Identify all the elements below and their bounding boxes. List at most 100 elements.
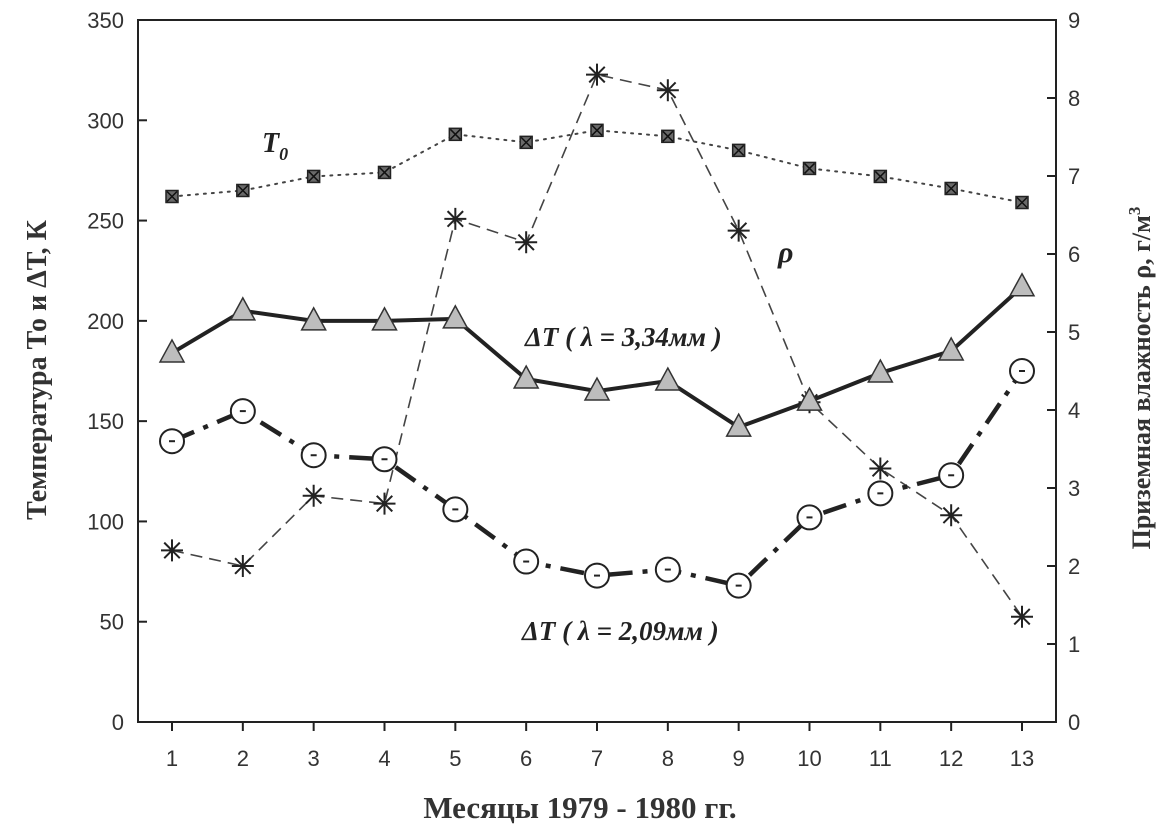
x-axis-ticks: 1 2 3 4 5 6 7 8 9 10 11 12 13: [166, 722, 1034, 771]
right-axis-label-main: Приземная влажность ρ, г/м: [1127, 215, 1156, 549]
series-3-point: [302, 484, 325, 507]
series-1-point: [937, 336, 965, 361]
series-line-0: [171, 129, 1023, 204]
annotation-dt209: ΔT ( λ = 2,09мм ): [521, 616, 719, 646]
series-1-point: [583, 376, 611, 401]
series-line-2: [171, 369, 1024, 589]
series-2-point: [300, 442, 327, 469]
left-tick-label: 250: [87, 209, 124, 234]
x-tick-label: 7: [591, 746, 603, 771]
series-0-point: [802, 161, 817, 176]
right-tick-label: 3: [1068, 476, 1080, 501]
series-0-point: [306, 169, 321, 184]
series-2-point: [725, 572, 752, 599]
x-tick-label: 6: [520, 746, 532, 771]
series-0-point: [519, 135, 533, 150]
x-tick-label: 10: [797, 746, 821, 771]
series-1-point: [796, 386, 823, 411]
series-0-point: [1015, 195, 1029, 210]
series-2-point: [1009, 358, 1035, 384]
x-tick-label: 2: [237, 746, 249, 771]
x-axis-label: Месяцы 1979 - 1980 гг.: [423, 790, 736, 825]
series-1-point: [512, 364, 540, 389]
series-0-point: [661, 129, 675, 144]
series-0-point: [590, 123, 604, 138]
series-3-point: [515, 231, 538, 254]
series-2-point: [796, 504, 823, 531]
x-tick-label: 8: [662, 746, 674, 771]
series-1-point: [867, 358, 894, 383]
right-tick-label: 2: [1068, 554, 1080, 579]
right-tick-label: 0: [1068, 710, 1080, 735]
right-tick-label: 7: [1068, 164, 1080, 189]
left-tick-label: 200: [87, 309, 124, 334]
series-2-point: [371, 446, 398, 473]
right-axis-label: Приземная влажность ρ, г/м3: [1125, 207, 1156, 550]
x-tick-label: 5: [449, 746, 461, 771]
series-2-point: [654, 556, 681, 583]
left-tick-label: 350: [87, 8, 124, 33]
right-tick-label: 8: [1068, 86, 1080, 111]
series-0-point: [448, 127, 463, 142]
series-2-point: [938, 462, 965, 489]
series-1-point: [300, 306, 327, 331]
left-tick-label: 50: [100, 610, 124, 635]
series-0-point: [236, 183, 250, 198]
series-2-point: [229, 398, 256, 425]
x-tick-label: 4: [378, 746, 390, 771]
series-1-point: [442, 304, 469, 329]
series-line-1: [170, 285, 1024, 430]
left-tick-label: 0: [112, 710, 124, 735]
series-1-point: [654, 366, 682, 391]
series-0-point: [377, 165, 392, 180]
right-tick-label: 5: [1068, 320, 1080, 345]
x-tick-label: 1: [166, 746, 178, 771]
right-tick-label: 1: [1068, 632, 1080, 657]
left-axis-label: Температура То и ΔТ, К: [22, 219, 53, 519]
series-3-point: [1011, 605, 1033, 628]
series-2-point: [584, 562, 610, 589]
right-tick-label: 9: [1068, 8, 1080, 33]
series-3-point: [161, 539, 183, 562]
series-1-point: [1008, 272, 1036, 297]
series-0-point: [873, 169, 888, 184]
series-2-point: [442, 496, 469, 523]
series-3-point: [656, 79, 679, 102]
x-tick-label: 9: [733, 746, 745, 771]
series-3-point: [940, 504, 963, 527]
annotation-t0-main: T: [262, 128, 281, 159]
series-0-point: [944, 181, 958, 196]
series-1-point: [158, 338, 186, 363]
series-1-point: [229, 296, 257, 321]
right-axis-label-sup: 3: [1125, 207, 1144, 216]
annotation-dt334: ΔT ( λ = 3,34мм ): [524, 322, 722, 352]
right-tick-label: 4: [1068, 398, 1080, 423]
series-2-point: [159, 428, 185, 455]
series-3-point: [373, 492, 396, 515]
series-3-point: [444, 207, 467, 230]
annotation-t0-sub: 0: [279, 144, 288, 164]
right-tick-label: 6: [1068, 242, 1080, 267]
x-tick-label: 13: [1010, 746, 1034, 771]
series-1-point: [371, 306, 398, 331]
series-1-point: [725, 412, 752, 437]
right-axis-ticks: 0 1 2 3 4 5 6 7 8 9: [1047, 8, 1080, 735]
series-0-point: [731, 143, 746, 158]
x-tick-label: 11: [869, 746, 892, 771]
series-2-point: [867, 480, 894, 507]
left-tick-label: 300: [87, 108, 124, 133]
annotation-t0: T0: [262, 128, 288, 164]
series-3-point: [727, 219, 750, 242]
series-layer: [158, 63, 1036, 628]
left-tick-label: 100: [87, 509, 124, 534]
annotation-rho: ρ: [777, 236, 793, 269]
left-axis-ticks: 0 50 100 150 200 250 300 350: [87, 8, 147, 735]
series-3-point: [869, 457, 892, 480]
series-2-point: [513, 548, 540, 575]
series-3-point: [586, 63, 608, 86]
left-tick-label: 150: [87, 409, 124, 434]
series-3-point: [231, 555, 254, 577]
series-0-point: [165, 189, 179, 204]
x-tick-label: 3: [308, 746, 320, 771]
